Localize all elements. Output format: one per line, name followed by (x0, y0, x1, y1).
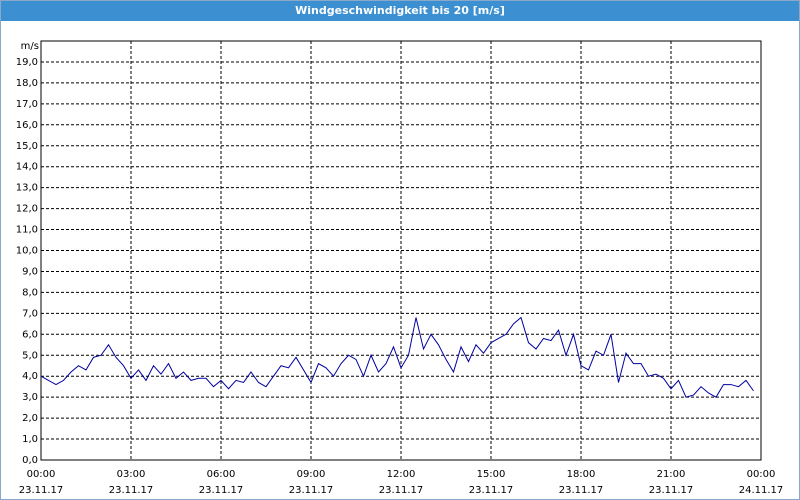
x-tick-date: 23.11.17 (379, 485, 424, 496)
x-tick-label: 12:00 (387, 469, 416, 480)
y-unit: m/s (21, 41, 39, 52)
x-tick-label: 00:00 (747, 469, 776, 480)
title-bar: Windgeschwindigkeit bis 20 [m/s] (1, 1, 799, 21)
y-tick-label: 11,0 (16, 225, 38, 236)
y-tick-label: 3,0 (22, 392, 38, 403)
y-tick-label: 10,0 (16, 246, 38, 257)
x-tick-date: 23.11.17 (649, 485, 694, 496)
x-tick-date: 24.11.17 (739, 485, 784, 496)
series-line (40, 316, 754, 398)
x-tick-date: 23.11.17 (289, 485, 334, 496)
y-tick-label: 16,0 (16, 120, 38, 131)
x-tick-label: 06:00 (207, 469, 236, 480)
y-tick-label: 13,0 (16, 183, 38, 194)
y-tick-label: 8,0 (22, 287, 38, 298)
y-tick-label: 9,0 (22, 266, 38, 277)
y-tick-label: 4,0 (22, 371, 38, 382)
y-tick-label: 12,0 (16, 204, 38, 215)
y-tick-label: 19,0 (16, 57, 38, 68)
y-tick-label: 2,0 (22, 413, 38, 424)
x-tick-date: 23.11.17 (559, 485, 604, 496)
x-tick-date: 23.11.17 (199, 485, 244, 496)
x-tick-label: 03:00 (117, 469, 146, 480)
x-tick-date: 23.11.17 (109, 485, 154, 496)
y-tick-label: 7,0 (22, 308, 38, 319)
x-tick-date: 23.11.17 (19, 485, 64, 496)
x-tick-label: 15:00 (477, 469, 506, 480)
y-tick-label: 0,0 (22, 455, 38, 466)
y-tick-label: 17,0 (16, 99, 38, 110)
x-tick-date: 23.11.17 (469, 485, 514, 496)
y-tick-label: 18,0 (16, 78, 38, 89)
x-tick-label: 21:00 (657, 469, 686, 480)
y-tick-label: 6,0 (22, 329, 38, 340)
y-tick-label: 14,0 (16, 162, 38, 173)
x-tick-label: 00:00 (27, 469, 56, 480)
y-tick-label: 1,0 (22, 434, 38, 445)
x-tick-label: 18:00 (567, 469, 596, 480)
y-tick-label: 5,0 (22, 350, 38, 361)
y-tick-label: 15,0 (16, 141, 38, 152)
x-tick-label: 09:00 (297, 469, 326, 480)
plot-frame (40, 40, 762, 461)
